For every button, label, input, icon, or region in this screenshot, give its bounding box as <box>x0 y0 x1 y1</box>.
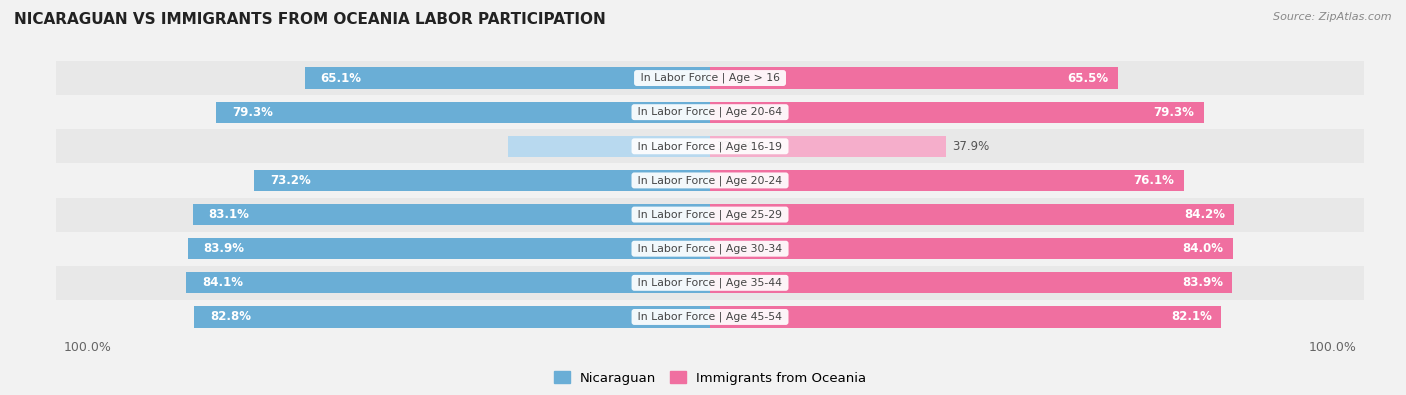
Bar <box>710 68 1118 88</box>
Text: In Labor Force | Age 20-24: In Labor Force | Age 20-24 <box>634 175 786 186</box>
Bar <box>710 102 1204 123</box>
Text: In Labor Force | Age 30-34: In Labor Force | Age 30-34 <box>634 243 786 254</box>
Bar <box>217 102 710 123</box>
Bar <box>0 129 1406 164</box>
Bar <box>187 272 710 293</box>
Bar <box>710 238 1233 259</box>
Text: 84.1%: 84.1% <box>202 276 243 290</box>
Bar <box>193 204 710 225</box>
Bar <box>0 231 1406 266</box>
Bar <box>710 272 1233 293</box>
Bar <box>710 136 946 157</box>
Bar <box>0 198 1406 231</box>
Text: 32.4%: 32.4% <box>716 140 754 153</box>
Bar <box>710 307 1222 327</box>
Bar <box>0 266 1406 300</box>
Bar <box>305 68 710 88</box>
Text: In Labor Force | Age 35-44: In Labor Force | Age 35-44 <box>634 278 786 288</box>
Legend: Nicaraguan, Immigrants from Oceania: Nicaraguan, Immigrants from Oceania <box>548 366 872 390</box>
Text: 37.9%: 37.9% <box>952 140 990 153</box>
Text: 83.9%: 83.9% <box>204 242 245 255</box>
Text: 65.1%: 65.1% <box>321 71 361 85</box>
Text: 82.1%: 82.1% <box>1171 310 1212 324</box>
Text: 84.0%: 84.0% <box>1182 242 1223 255</box>
Text: 83.9%: 83.9% <box>1182 276 1223 290</box>
Text: In Labor Force | Age 45-54: In Labor Force | Age 45-54 <box>634 312 786 322</box>
Text: In Labor Force | Age 25-29: In Labor Force | Age 25-29 <box>634 209 786 220</box>
Bar <box>187 238 710 259</box>
Bar <box>509 136 710 157</box>
Bar <box>254 170 710 191</box>
Text: 79.3%: 79.3% <box>1153 105 1195 118</box>
Text: 82.8%: 82.8% <box>209 310 252 324</box>
Bar <box>710 170 1184 191</box>
Text: 73.2%: 73.2% <box>270 174 311 187</box>
Text: In Labor Force | Age 20-64: In Labor Force | Age 20-64 <box>634 107 786 117</box>
Text: NICARAGUAN VS IMMIGRANTS FROM OCEANIA LABOR PARTICIPATION: NICARAGUAN VS IMMIGRANTS FROM OCEANIA LA… <box>14 12 606 27</box>
Bar <box>0 164 1406 198</box>
Text: 65.5%: 65.5% <box>1067 71 1108 85</box>
Bar <box>0 61 1406 95</box>
Text: 83.1%: 83.1% <box>208 208 249 221</box>
Bar <box>194 307 710 327</box>
Text: In Labor Force | Age 16-19: In Labor Force | Age 16-19 <box>634 141 786 152</box>
Bar <box>710 204 1234 225</box>
Text: 76.1%: 76.1% <box>1133 174 1174 187</box>
Text: 84.2%: 84.2% <box>1184 208 1225 221</box>
Text: In Labor Force | Age > 16: In Labor Force | Age > 16 <box>637 73 783 83</box>
Text: Source: ZipAtlas.com: Source: ZipAtlas.com <box>1274 12 1392 22</box>
Bar <box>0 95 1406 129</box>
Bar <box>0 300 1406 334</box>
Text: 79.3%: 79.3% <box>232 105 273 118</box>
